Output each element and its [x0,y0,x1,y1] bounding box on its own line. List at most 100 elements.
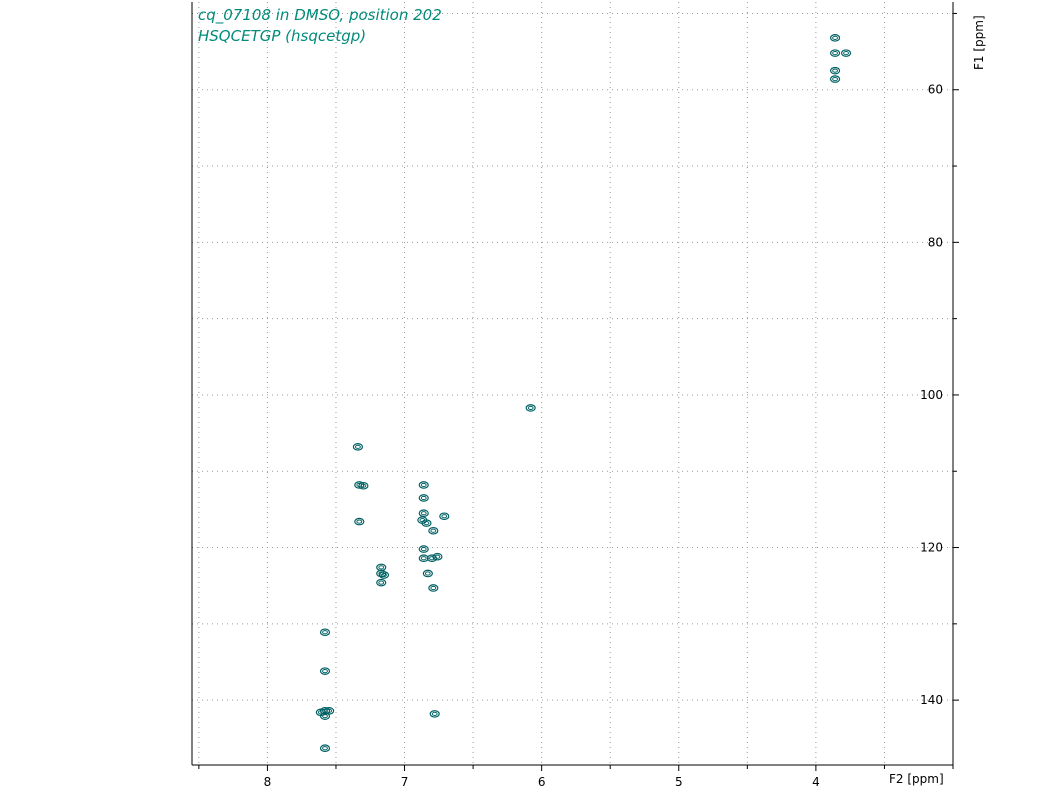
experiment-name: HSQCETGP (hsqcetgp) [198,27,367,45]
hsqc-cross-peak [418,545,429,553]
contour-outer [418,494,429,502]
f1-axis-label: F1 [ppm] [972,15,986,70]
hsqc-cross-peak [319,667,331,675]
hsqc-cross-peak [428,584,439,592]
spectrum-title: cq_07108 in DMSO, position 202 [198,6,442,24]
contour-outer [358,481,369,490]
contour-outer [428,584,439,592]
f2-tick-label: 5 [675,775,683,789]
hsqc-cross-peak [418,509,429,518]
f1-axis: 60 80 100 120 140 [920,12,959,707]
f1-tick-label: 140 [920,693,943,707]
grid-lines [192,2,953,765]
contour-inner [420,495,427,501]
contour-outer [352,443,364,451]
hsqc-cross-peak [525,404,536,412]
contour-inner [322,669,328,674]
hsqc-cross-peak [354,517,365,526]
hsqc-cross-peak [432,552,443,561]
contour-outer [429,710,440,718]
contour-inner [378,565,385,570]
hsqc-cross-peak [418,554,429,563]
contour-outer [319,744,331,753]
contour-outer [376,563,387,572]
contour-inner [429,556,435,561]
f2-tick-label: 7 [401,775,409,789]
hsqc-cross-peak [418,481,429,489]
contour-inner [322,714,328,719]
contour-outer [829,66,841,75]
contour-outer [829,49,841,57]
contour-inner [431,711,438,716]
contour-outer [319,712,331,720]
contour-inner [381,572,387,578]
contour-inner [423,521,430,526]
contour-inner [326,708,333,713]
contour-inner [322,746,328,751]
contour-outer [421,519,432,527]
contour-inner [832,35,838,40]
contour-inner [420,546,427,552]
contour-outer [829,34,841,42]
contour-outer [428,526,439,535]
hsqc-cross-peak [829,49,841,57]
contour-inner [832,68,838,73]
plot-frame [191,2,954,766]
hsqc-cross-peak [376,563,387,572]
hsqc-cross-peak [376,578,387,587]
contour-inner [420,482,427,488]
contour-outer [354,517,365,526]
hsqc-cross-peak [829,75,841,83]
contour-inner [322,630,328,635]
contour-outer [376,578,387,587]
contour-inner [527,405,534,411]
contour-inner [424,571,431,576]
contour-outer [354,481,365,489]
contour-outer [439,512,450,521]
contour-peaks [315,34,852,753]
hsqc-cross-peak [319,628,331,637]
contour-inner [356,519,363,524]
contour-inner [355,444,361,449]
contour-outer [829,75,841,83]
contour-outer [378,571,390,579]
hsqc-cross-peak [418,494,429,502]
hsqc-cross-peak [429,710,440,718]
contour-outer [319,667,331,675]
f2-tick-label: 6 [538,775,546,789]
hsqc-cross-peak [840,49,852,57]
f1-tick-label: 60 [928,83,943,97]
f2-tick-label: 8 [264,775,272,789]
contour-inner [430,528,437,533]
contour-inner [420,511,427,516]
contour-outer [432,552,443,561]
hsqc-cross-peak [421,519,432,527]
f1-tick-label: 80 [928,235,943,249]
contour-outer [840,49,852,57]
f2-axis: 8 7 6 5 4 [198,765,954,789]
hsqc-cross-peak [352,443,364,451]
hsqc-cross-peak [319,744,331,753]
contour-inner [832,76,838,82]
hsqc-cross-peak [319,712,331,720]
contour-outer [525,404,536,412]
hsqc-cross-peak [422,569,433,578]
hsqc-cross-peak [829,34,841,42]
contour-inner [832,51,838,56]
contour-inner [360,483,367,488]
f2-axis-label: F2 [ppm] [889,772,944,786]
contour-inner [434,554,441,559]
f1-tick-label: 120 [920,541,943,555]
contour-outer [418,481,429,489]
contour-outer [422,569,433,578]
f1-tick-label: 100 [920,388,943,402]
hsqc-cross-peak [378,571,390,579]
contour-inner [378,580,385,585]
contour-outer [319,628,331,637]
contour-outer [418,545,429,553]
contour-inner [441,514,448,519]
contour-inner [430,585,437,591]
contour-inner [420,556,427,561]
hsqc-cross-peak [428,526,439,535]
